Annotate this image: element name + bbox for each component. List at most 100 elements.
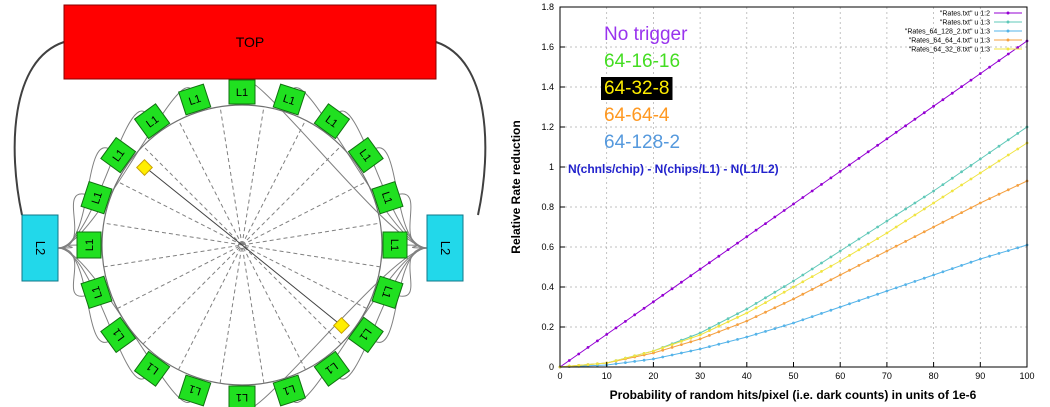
l1-label: L1 — [379, 190, 394, 205]
l1-box — [347, 316, 384, 354]
x-tick-label: 80 — [929, 371, 939, 381]
l1-module: L1 — [382, 231, 408, 259]
series-marker — [969, 206, 973, 210]
config-formula: N(chnls/chip) - N(chips/L1) - N(L1/L2) — [568, 162, 779, 176]
series-marker — [894, 130, 898, 134]
series-marker — [950, 267, 954, 270]
series-marker — [820, 183, 823, 186]
l1-label: L1 — [357, 326, 374, 343]
config-label: 64-64-4 — [604, 105, 670, 126]
series-marker — [596, 339, 599, 343]
series-marker — [978, 257, 982, 261]
config-label: 64-32-8 — [601, 77, 673, 100]
l2-label: L2 — [438, 241, 453, 255]
l1-label: L1 — [357, 147, 374, 164]
series-marker — [792, 279, 795, 283]
l1-label: L1 — [281, 382, 296, 397]
series-marker — [642, 306, 646, 310]
y-tick-label: 0.8 — [541, 202, 554, 212]
series-marker — [708, 345, 711, 348]
l1-module: L1 — [313, 350, 351, 387]
l1-link — [241, 247, 428, 407]
l1-box — [80, 180, 113, 215]
series-marker — [960, 211, 963, 215]
series-marker — [1006, 138, 1010, 142]
series-marker — [1006, 52, 1010, 56]
rate-chart: 0 10 20 30 40 50 60 70 80 90 100 0 0.2 0.4 0.6 0.8 1 1.2… — [509, 2, 1035, 402]
l1-module: L1 — [133, 103, 171, 140]
y-tick-label: 1.6 — [541, 42, 554, 52]
x-tick-label: 90 — [975, 371, 985, 381]
l1-box — [228, 385, 256, 407]
legend-label: "Rates_64_32_8.txt" u 1:3 — [909, 47, 990, 54]
series-marker — [913, 280, 917, 283]
series-marker — [633, 360, 637, 363]
series-marker — [1016, 46, 1020, 49]
l1-module: L1 — [80, 275, 113, 310]
x-tick-label: 0 — [557, 371, 562, 381]
series-marker — [698, 333, 702, 337]
series-marker — [1006, 249, 1010, 253]
series-marker — [689, 349, 693, 353]
series-marker — [829, 308, 833, 312]
l2-module-left: L2 — [21, 214, 59, 282]
series-marker — [642, 352, 646, 355]
series-marker — [932, 273, 935, 277]
series-marker — [932, 201, 935, 205]
series-marker — [997, 252, 1001, 255]
series-marker — [978, 201, 982, 205]
series-marker — [848, 243, 851, 247]
series-marker — [913, 235, 917, 239]
top-module: TOP — [63, 4, 437, 80]
y-tick-label: 0.6 — [541, 242, 554, 252]
series-marker — [876, 143, 879, 147]
legend-marker — [1006, 29, 1010, 33]
series-marker — [596, 362, 599, 366]
series-marker — [717, 322, 721, 325]
series-marker — [894, 286, 898, 290]
l1-box — [272, 374, 307, 407]
l1-box — [177, 374, 212, 407]
series-marker — [978, 171, 982, 175]
series-marker — [857, 299, 861, 302]
config-text: 64-16-16 — [604, 51, 680, 72]
series-marker — [866, 150, 870, 154]
series-marker — [652, 300, 655, 304]
series-marker — [876, 292, 879, 296]
series-marker — [736, 312, 739, 316]
series-marker — [801, 318, 805, 322]
config-text: 64-32-8 — [604, 78, 670, 99]
series-marker — [950, 176, 954, 180]
series-marker — [726, 317, 730, 320]
series-marker — [670, 287, 674, 291]
l1-label: L1 — [323, 114, 340, 131]
series-marker — [782, 290, 786, 294]
chart-grid — [560, 7, 1027, 367]
series-marker — [726, 340, 730, 344]
l1-module: L1 — [100, 136, 137, 174]
hit-marker — [333, 317, 350, 334]
series-marker — [988, 197, 991, 201]
l1-link — [57, 193, 90, 249]
l2-module-right: L2 — [426, 214, 464, 282]
series-marker — [1006, 188, 1010, 192]
l1-module: L1 — [76, 231, 102, 259]
l1-label: L1 — [144, 114, 161, 131]
series-marker — [810, 275, 814, 278]
track-lines — [144, 166, 343, 327]
series-marker — [670, 343, 674, 346]
series-marker — [577, 364, 581, 367]
y-axis-ticks: 0 0.2 0.4 0.6 0.8 1 1.2 1.4 1.6 1.8 — [541, 2, 565, 372]
legend-label: "Rates.txt" u 1:2 — [940, 11, 990, 18]
l1-link — [57, 110, 148, 249]
series-marker — [848, 163, 851, 167]
series-marker — [941, 195, 945, 199]
series-marker — [885, 137, 889, 141]
series-marker — [857, 157, 861, 160]
series-marker — [680, 340, 683, 343]
series-marker — [764, 301, 767, 304]
series-marker — [810, 189, 814, 193]
l1-modules: L1 L1 L1 L1 L1 L1 L1 L1 L1 L1 L1 L1 L1 L1 L1 L1 L1 L1 L1 L1 — [76, 79, 408, 407]
series-marker — [708, 334, 711, 337]
series-marker — [745, 235, 749, 239]
